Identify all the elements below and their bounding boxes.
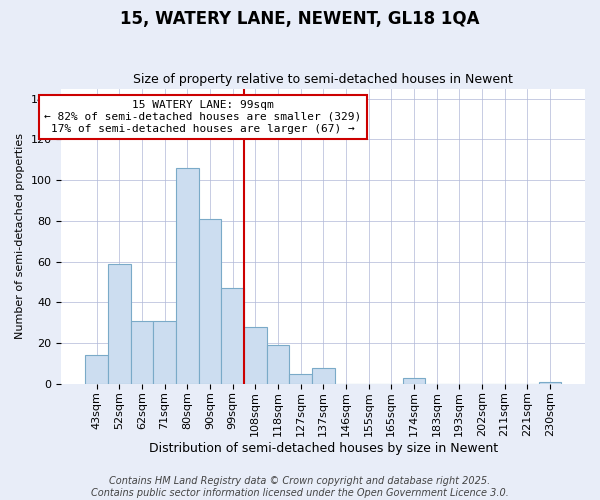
Bar — [131, 320, 153, 384]
Bar — [199, 219, 221, 384]
Bar — [176, 168, 199, 384]
Bar — [403, 378, 425, 384]
Bar — [266, 345, 289, 384]
X-axis label: Distribution of semi-detached houses by size in Newent: Distribution of semi-detached houses by … — [149, 442, 498, 455]
Bar — [244, 327, 266, 384]
Text: Contains HM Land Registry data © Crown copyright and database right 2025.
Contai: Contains HM Land Registry data © Crown c… — [91, 476, 509, 498]
Text: 15, WATERY LANE, NEWENT, GL18 1QA: 15, WATERY LANE, NEWENT, GL18 1QA — [120, 10, 480, 28]
Y-axis label: Number of semi-detached properties: Number of semi-detached properties — [15, 133, 25, 339]
Bar — [108, 264, 131, 384]
Bar — [153, 320, 176, 384]
Bar — [312, 368, 335, 384]
Bar — [289, 374, 312, 384]
Bar — [85, 356, 108, 384]
Title: Size of property relative to semi-detached houses in Newent: Size of property relative to semi-detach… — [133, 73, 513, 86]
Bar — [539, 382, 561, 384]
Text: 15 WATERY LANE: 99sqm
← 82% of semi-detached houses are smaller (329)
17% of sem: 15 WATERY LANE: 99sqm ← 82% of semi-deta… — [44, 100, 361, 134]
Bar — [221, 288, 244, 384]
